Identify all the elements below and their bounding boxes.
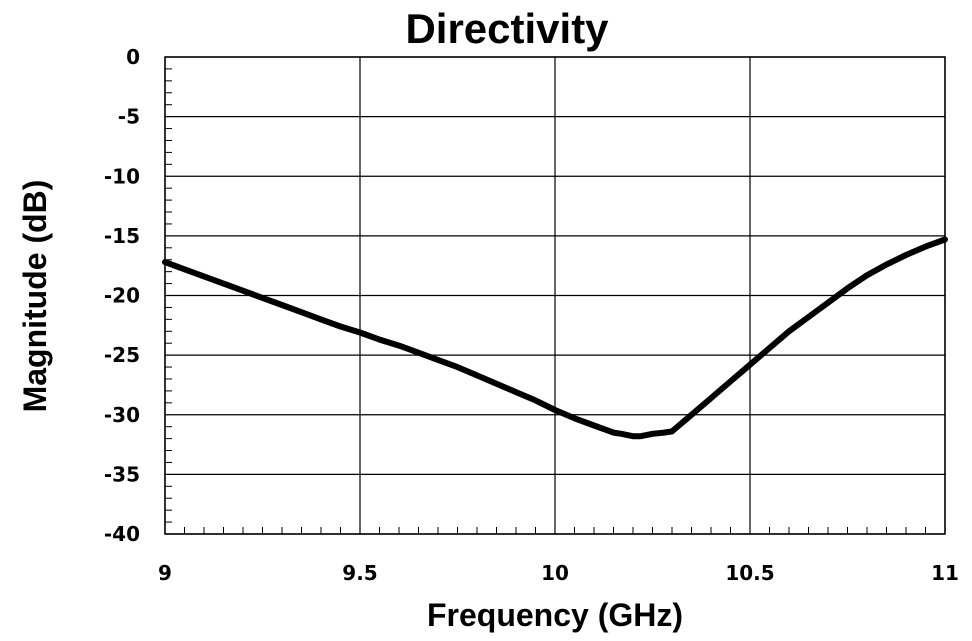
y-tick-label: -15 xyxy=(104,224,140,248)
y-tick-label: -10 xyxy=(104,164,140,188)
series-line-directivity xyxy=(162,236,948,440)
grid-lines xyxy=(164,56,946,535)
x-axis-label: Frequency (GHz) xyxy=(427,597,683,633)
x-tick-label: 10.5 xyxy=(725,561,774,585)
plot-frame xyxy=(164,56,946,535)
x-tick-label: 10 xyxy=(541,561,569,585)
y-tick-label: -5 xyxy=(118,105,140,129)
y-tick-label: -35 xyxy=(104,462,140,486)
y-axis-label: Magnitude (dB) xyxy=(17,180,53,413)
chart-title: Directivity xyxy=(405,5,609,52)
x-tick-label: 9 xyxy=(158,561,172,585)
series-layer xyxy=(162,236,948,440)
x-tick-label: 9.5 xyxy=(342,561,377,585)
y-tick-label: 0 xyxy=(126,45,140,69)
y-tick-label: -25 xyxy=(104,343,140,367)
y-tick-label: -20 xyxy=(104,284,140,308)
tick-labels: 0 -5 -10 -15 -20 -25 -30 -35 -40 9 9.5 10 10.5 11 xyxy=(104,45,959,585)
minor-ticks xyxy=(165,68,926,534)
x-tick-label: 11 xyxy=(931,561,959,585)
y-tick-label: -30 xyxy=(104,403,140,427)
y-tick-label: -40 xyxy=(104,522,140,546)
